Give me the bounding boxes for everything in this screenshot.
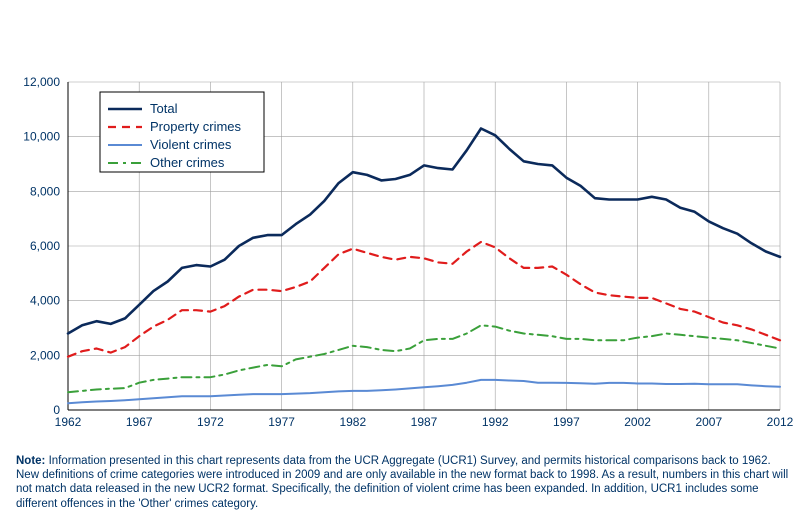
xtick-label: 1967 (126, 415, 153, 429)
xtick-label: 1972 (197, 415, 224, 429)
xtick-label: 1997 (553, 415, 580, 429)
xtick-label: 2002 (624, 415, 651, 429)
xtick-label: 1982 (339, 415, 366, 429)
legend-label: Other crimes (150, 155, 225, 170)
ytick-label: 8,000 (30, 184, 60, 198)
xtick-label: 1962 (55, 415, 82, 429)
ytick-label: 6,000 (30, 239, 60, 253)
note-label: Note: (16, 455, 45, 467)
xtick-label: 2007 (695, 415, 722, 429)
note-text: Information presented in this chart repr… (16, 455, 788, 510)
ytick-label: 10,000 (23, 130, 60, 144)
legend-label: Violent crimes (150, 137, 232, 152)
ytick-label: 4,000 (30, 294, 60, 308)
legend-label: Property crimes (150, 119, 242, 134)
ytick-label: 2,000 (30, 348, 60, 362)
note-block: Note: Information presented in this char… (16, 454, 796, 512)
chart-bg (0, 0, 812, 521)
ytick-label: 12,000 (23, 75, 60, 89)
xtick-label: 1992 (482, 415, 509, 429)
xtick-label: 1987 (411, 415, 438, 429)
xtick-label: 1977 (268, 415, 295, 429)
chart-svg: 02,0004,0006,0008,00010,00012,0001962196… (0, 0, 812, 521)
legend-label: Total (150, 101, 178, 116)
xtick-label: 2012 (767, 415, 794, 429)
